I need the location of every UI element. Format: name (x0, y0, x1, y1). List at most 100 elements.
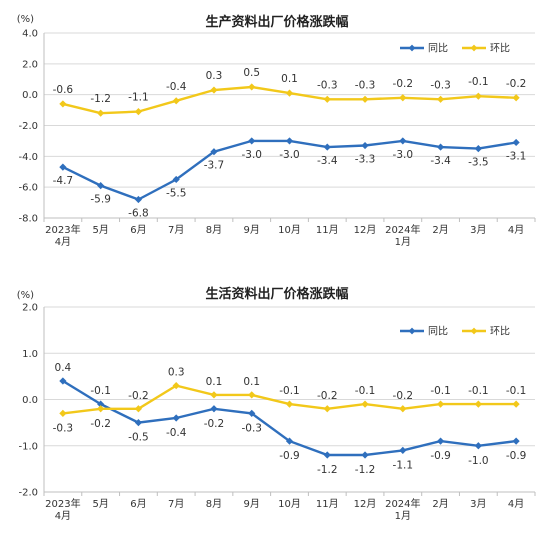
x-tick-label: 2024年 1月 (385, 223, 420, 248)
data-label: -0.9 (430, 450, 451, 462)
data-point (361, 451, 369, 459)
x-tick-label: 10月 (278, 224, 301, 236)
y-unit: (%) (17, 290, 34, 301)
data-point (512, 437, 520, 445)
x-tick-label: 3月 (470, 224, 486, 236)
data-point (172, 97, 180, 105)
y-tick-label: 4.0 (22, 29, 38, 40)
data-label: -1.2 (317, 464, 338, 476)
data-label: -0.1 (90, 385, 111, 397)
data-label: 0.1 (243, 376, 260, 388)
y-tick-label: -6.0 (18, 183, 38, 194)
data-label: -0.2 (393, 390, 414, 402)
x-tick-label: 10月 (278, 498, 301, 510)
data-label: -4.7 (53, 175, 74, 187)
data-point (361, 95, 369, 103)
data-label: -1.1 (128, 92, 149, 104)
legend-marker (470, 44, 478, 52)
data-label: -0.2 (90, 418, 111, 430)
x-tick-label: 4月 (508, 224, 524, 236)
data-label: -0.4 (166, 81, 187, 93)
data-label: -3.0 (241, 149, 262, 161)
data-point (210, 391, 218, 399)
data-point (474, 92, 482, 100)
data-point (512, 400, 520, 408)
data-label: -0.3 (241, 422, 262, 434)
x-tick-label: 9月 (244, 498, 260, 510)
x-tick-label: 8月 (206, 224, 222, 236)
data-label: -0.9 (279, 450, 300, 462)
data-point (210, 148, 218, 156)
data-point (59, 409, 67, 417)
x-tick-label: 7月 (168, 224, 184, 236)
x-tick-label: 2023年 4月 (45, 223, 80, 248)
x-tick-label: 2月 (432, 224, 448, 236)
grid (44, 32, 535, 219)
data-label: -0.1 (430, 385, 451, 397)
x-tick-label: 5月 (92, 498, 108, 510)
data-label: -3.4 (430, 155, 451, 167)
data-label: -3.3 (355, 154, 376, 166)
series (59, 377, 520, 459)
data-label: 0.1 (206, 376, 223, 388)
x-tick-label: 3月 (470, 498, 486, 510)
axes: 2.0 1.0 0.0 -1.0 -2.0 2023年 4月 5月 6月 7月 8月 9月 10月 11月… (18, 303, 536, 522)
x-tick-label: 8月 (206, 498, 222, 510)
data-point (134, 108, 143, 116)
data-point (285, 400, 294, 408)
data-label: -0.5 (128, 432, 149, 444)
grid (44, 306, 535, 493)
data-point (134, 419, 143, 427)
legend: 同比 环比 (400, 43, 510, 55)
data-label: 0.3 (168, 367, 185, 379)
data-point (323, 405, 331, 413)
y-tick-label: -1.0 (18, 441, 38, 452)
data-label: -0.1 (355, 385, 376, 397)
data-point (323, 143, 331, 151)
data-label: -3.0 (393, 149, 414, 161)
data-point (134, 405, 143, 413)
data-point (436, 400, 445, 408)
data-label: -0.2 (317, 390, 338, 402)
data-point (97, 182, 105, 190)
data-point (474, 400, 482, 408)
data-label: -6.8 (128, 208, 149, 220)
x-tick-label: 2月 (432, 498, 448, 510)
data-label: -0.1 (506, 385, 527, 397)
data-label: -3.1 (506, 150, 527, 162)
data-label: -0.9 (506, 450, 527, 462)
data-label: -0.1 (468, 385, 489, 397)
data-point (474, 145, 482, 153)
y-tick-label: -2.0 (18, 488, 38, 499)
data-point (248, 409, 256, 417)
data-point (172, 382, 180, 390)
chart-title: 生活资料出厂价格涨跌幅 (205, 286, 348, 302)
data-label: -0.2 (506, 78, 527, 90)
y-tick-label: 0.0 (22, 90, 38, 101)
data-label: -0.3 (430, 79, 451, 91)
data-label: 0.1 (281, 73, 298, 85)
data-point (59, 100, 67, 108)
data-point (399, 94, 407, 102)
data-point (59, 377, 67, 385)
data-point (210, 86, 218, 94)
data-point (172, 414, 180, 422)
data-label: -1.1 (393, 459, 414, 471)
legend: 同比 环比 (400, 326, 510, 338)
data-point (285, 437, 294, 445)
x-tick-label: 2024年 1月 (385, 497, 420, 522)
data-point (323, 451, 331, 459)
data-point (399, 405, 407, 413)
data-point (248, 137, 256, 145)
y-tick-label: -4.0 (18, 152, 38, 163)
data-point (361, 141, 369, 150)
y-unit: (%) (17, 14, 34, 25)
y-tick-label: 2.0 (22, 59, 38, 70)
data-label: -3.7 (204, 160, 225, 172)
data-point (172, 175, 180, 184)
data-label: -0.1 (468, 76, 489, 88)
data-point (97, 405, 105, 413)
data-point (361, 400, 369, 408)
data-label: -5.5 (166, 187, 187, 199)
